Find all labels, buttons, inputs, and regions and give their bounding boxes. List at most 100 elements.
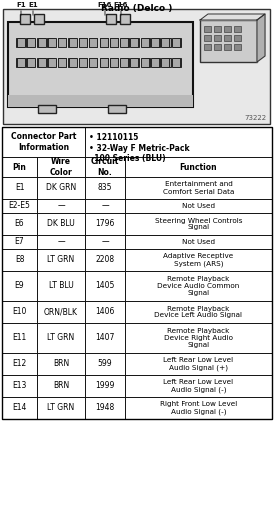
Text: Remote Playback
Device Left Audio Signal: Remote Playback Device Left Audio Signal: [155, 305, 242, 318]
Text: E6: E6: [15, 219, 24, 229]
Text: —: —: [101, 238, 109, 246]
Text: ORN/BLK: ORN/BLK: [44, 307, 78, 316]
Bar: [58, 58, 66, 67]
Text: 1405: 1405: [95, 281, 115, 291]
Bar: [68, 58, 76, 67]
Bar: [85, 127, 272, 157]
Bar: [125, 323, 272, 353]
Text: LT GRN: LT GRN: [47, 255, 75, 265]
Bar: [16, 58, 24, 67]
Bar: [161, 38, 169, 47]
Bar: [85, 177, 125, 199]
Text: E10: E10: [12, 307, 27, 316]
Bar: [2, 353, 37, 375]
Text: Entertainment and
Comfort Serial Data: Entertainment and Comfort Serial Data: [163, 182, 234, 195]
Bar: [34, 14, 44, 24]
Text: 835: 835: [98, 184, 112, 193]
Bar: [37, 353, 85, 375]
Bar: [130, 58, 138, 67]
Bar: [37, 271, 85, 301]
Bar: [224, 26, 231, 32]
Text: Not Used: Not Used: [182, 239, 215, 245]
Text: E9: E9: [15, 281, 24, 291]
Bar: [38, 38, 46, 47]
Bar: [85, 397, 125, 419]
Bar: [2, 271, 37, 301]
Bar: [37, 199, 85, 213]
Text: Left Rear Low Level
Audio Signal (-): Left Rear Low Level Audio Signal (-): [163, 379, 233, 393]
Bar: [79, 58, 87, 67]
Bar: [8, 22, 193, 107]
Text: E16: E16: [114, 2, 128, 8]
Bar: [37, 38, 45, 47]
Bar: [48, 38, 56, 47]
Text: E7: E7: [15, 238, 24, 246]
Bar: [85, 235, 125, 249]
Bar: [37, 235, 85, 249]
Bar: [27, 58, 35, 67]
Bar: [16, 38, 24, 47]
Text: 1796: 1796: [95, 219, 115, 229]
Bar: [125, 271, 272, 301]
Text: E8: E8: [15, 255, 24, 265]
Text: —: —: [57, 238, 65, 246]
Bar: [37, 213, 85, 235]
Text: Wire
Color: Wire Color: [50, 157, 72, 177]
Bar: [89, 58, 97, 67]
Bar: [85, 301, 125, 323]
Bar: [125, 353, 272, 375]
Bar: [20, 14, 30, 24]
Bar: [141, 58, 149, 67]
Bar: [131, 58, 139, 67]
Text: F1: F1: [16, 2, 26, 8]
Text: F16: F16: [98, 2, 112, 8]
Bar: [68, 38, 76, 47]
Bar: [47, 58, 55, 67]
Bar: [204, 26, 211, 32]
Bar: [27, 38, 35, 47]
Bar: [37, 301, 85, 323]
Text: Not Used: Not Used: [182, 203, 215, 209]
Bar: [108, 105, 126, 113]
Text: 1406: 1406: [95, 307, 115, 316]
Bar: [214, 26, 221, 32]
Bar: [48, 58, 56, 67]
Text: BRN: BRN: [53, 382, 69, 390]
Bar: [173, 58, 181, 67]
Bar: [85, 213, 125, 235]
Bar: [234, 44, 241, 50]
Text: E12: E12: [12, 360, 27, 369]
Text: Pin: Pin: [13, 162, 26, 172]
Bar: [121, 58, 129, 67]
Text: 73222: 73222: [245, 115, 267, 121]
Bar: [120, 58, 128, 67]
Bar: [37, 397, 85, 419]
Bar: [142, 58, 150, 67]
Bar: [151, 58, 159, 67]
Bar: [85, 199, 125, 213]
Bar: [172, 38, 180, 47]
Text: 1948: 1948: [95, 404, 115, 412]
Bar: [110, 58, 118, 67]
Bar: [234, 26, 241, 32]
Bar: [161, 58, 169, 67]
Bar: [125, 213, 272, 235]
Text: E14: E14: [12, 404, 27, 412]
Bar: [99, 58, 107, 67]
Bar: [2, 397, 37, 419]
Bar: [2, 127, 85, 157]
Bar: [214, 44, 221, 50]
Bar: [79, 38, 87, 47]
Text: Remote Playback
Device Right Audio
Signal: Remote Playback Device Right Audio Signa…: [164, 328, 233, 348]
Text: LT BLU: LT BLU: [48, 281, 73, 291]
Bar: [142, 38, 150, 47]
Bar: [2, 199, 37, 213]
Bar: [79, 58, 87, 67]
Bar: [125, 301, 272, 323]
Bar: [151, 38, 159, 47]
Text: Steering Wheel Controls
Signal: Steering Wheel Controls Signal: [155, 218, 242, 231]
Bar: [8, 95, 193, 107]
Text: LT GRN: LT GRN: [47, 334, 75, 342]
Bar: [58, 58, 66, 67]
Bar: [125, 199, 272, 213]
